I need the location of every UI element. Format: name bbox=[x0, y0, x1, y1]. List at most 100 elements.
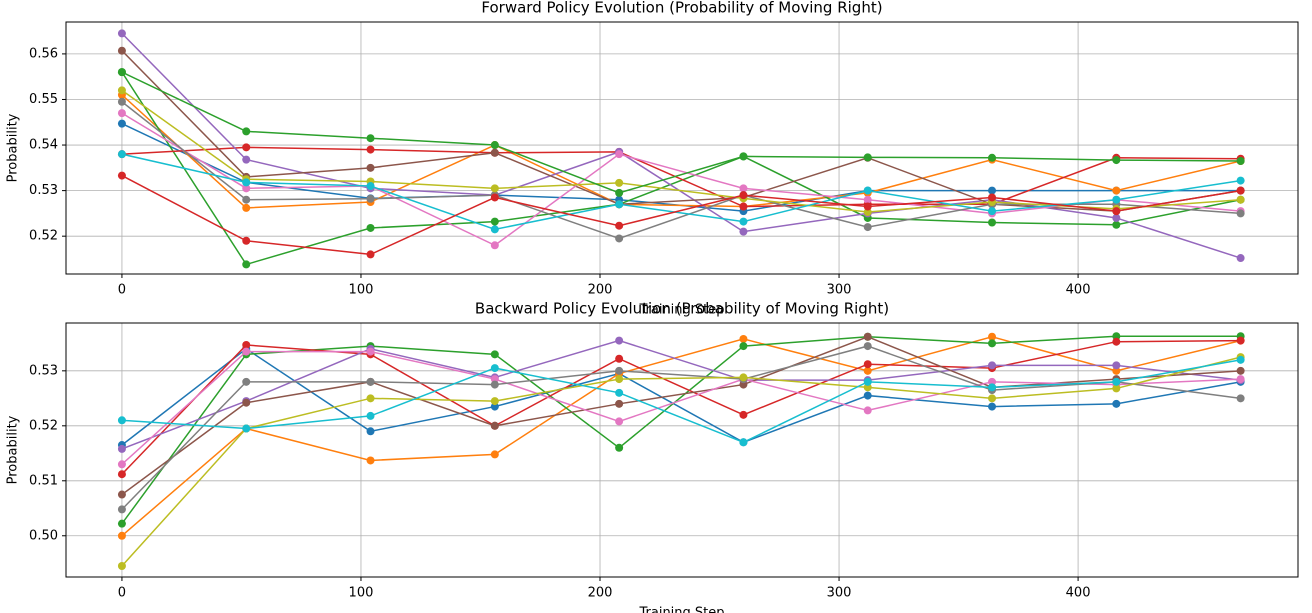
data-point bbox=[242, 127, 251, 136]
series-line bbox=[121, 94, 1241, 209]
data-point bbox=[739, 380, 748, 389]
data-point bbox=[615, 150, 624, 159]
data-point bbox=[117, 460, 126, 469]
data-point bbox=[1236, 254, 1245, 263]
data-point bbox=[1236, 195, 1245, 204]
data-point bbox=[242, 178, 251, 187]
y-tick-label: 0.54 bbox=[29, 138, 58, 153]
x-axis-label: Training Step bbox=[638, 303, 724, 318]
series-line bbox=[121, 122, 1241, 212]
data-point bbox=[1112, 156, 1121, 165]
chart-title: Backward Policy Evolution (Probability o… bbox=[475, 300, 889, 318]
data-point bbox=[242, 377, 251, 386]
data-point bbox=[739, 191, 748, 200]
data-point bbox=[117, 86, 126, 95]
data-point bbox=[490, 380, 499, 389]
series-line bbox=[121, 350, 1241, 465]
x-tick-label: 100 bbox=[349, 283, 374, 298]
data-point bbox=[366, 194, 375, 203]
data-point bbox=[366, 456, 375, 465]
data-point bbox=[863, 186, 872, 195]
data-point bbox=[1236, 355, 1245, 364]
data-point bbox=[739, 184, 748, 193]
data-point bbox=[242, 347, 251, 356]
data-point bbox=[490, 450, 499, 459]
data-point bbox=[242, 203, 251, 212]
x-tick-label: 100 bbox=[349, 586, 374, 601]
data-point bbox=[739, 202, 748, 211]
data-point bbox=[1112, 366, 1121, 375]
data-point bbox=[988, 361, 997, 370]
data-point bbox=[117, 505, 126, 514]
data-point bbox=[988, 383, 997, 392]
data-point bbox=[117, 519, 126, 528]
data-point bbox=[490, 402, 499, 411]
data-point bbox=[117, 119, 126, 128]
data-point bbox=[988, 402, 997, 411]
data-point bbox=[863, 202, 872, 211]
data-point bbox=[366, 411, 375, 420]
data-point bbox=[1236, 176, 1245, 185]
data-point bbox=[615, 354, 624, 363]
series-line bbox=[121, 345, 1241, 510]
data-point bbox=[490, 350, 499, 359]
data-point bbox=[490, 364, 499, 373]
data-point bbox=[988, 339, 997, 348]
data-point bbox=[490, 397, 499, 406]
x-tick-label: 200 bbox=[588, 586, 613, 601]
data-point bbox=[490, 141, 499, 150]
data-point bbox=[117, 150, 126, 159]
data-point bbox=[1236, 336, 1245, 345]
data-point bbox=[117, 531, 126, 540]
data-point bbox=[1112, 399, 1121, 408]
data-point bbox=[1236, 209, 1245, 218]
data-point bbox=[615, 399, 624, 408]
data-point bbox=[242, 155, 251, 164]
data-point bbox=[490, 193, 499, 202]
x-tick-label: 400 bbox=[1066, 586, 1091, 601]
data-point bbox=[863, 208, 872, 217]
data-point bbox=[1112, 220, 1121, 229]
x-tick-label: 300 bbox=[827, 586, 852, 601]
data-point bbox=[242, 398, 251, 407]
data-point bbox=[366, 394, 375, 403]
data-point bbox=[739, 410, 748, 419]
data-point bbox=[242, 340, 251, 349]
data-point bbox=[988, 153, 997, 162]
data-point bbox=[615, 443, 624, 452]
plot-frame bbox=[65, 322, 1299, 578]
series-line bbox=[121, 89, 1241, 213]
series-line bbox=[121, 335, 1241, 525]
x-tick-label: 400 bbox=[1066, 283, 1091, 298]
data-point bbox=[615, 388, 624, 397]
data-point bbox=[366, 427, 375, 436]
data-point bbox=[863, 153, 872, 162]
data-point bbox=[863, 342, 872, 351]
y-tick-label: 0.53 bbox=[29, 363, 58, 378]
data-point bbox=[988, 332, 997, 341]
data-point bbox=[615, 221, 624, 230]
data-point bbox=[863, 223, 872, 232]
data-point bbox=[490, 375, 499, 384]
data-point bbox=[615, 178, 624, 187]
data-point bbox=[117, 562, 126, 571]
series-line bbox=[121, 356, 1241, 567]
data-point bbox=[1236, 366, 1245, 375]
data-point bbox=[1236, 156, 1245, 165]
data-point bbox=[863, 332, 872, 341]
data-point bbox=[615, 200, 624, 209]
subplot: 0 100 200 300 400 0.52 0.53 0.54 0.55 0.56 Forward… bbox=[6, 0, 1299, 318]
series-line bbox=[121, 146, 1241, 208]
data-point bbox=[117, 444, 126, 453]
y-tick-label: 0.51 bbox=[29, 473, 58, 488]
data-point bbox=[615, 234, 624, 243]
data-point bbox=[1112, 332, 1121, 341]
series-line bbox=[121, 339, 1241, 475]
data-point bbox=[242, 195, 251, 204]
x-tick-label: 300 bbox=[827, 283, 852, 298]
y-tick-label: 0.55 bbox=[29, 92, 58, 107]
data-point bbox=[1112, 186, 1121, 195]
data-point bbox=[739, 373, 748, 382]
data-point bbox=[863, 406, 872, 415]
series-line bbox=[121, 32, 1241, 259]
